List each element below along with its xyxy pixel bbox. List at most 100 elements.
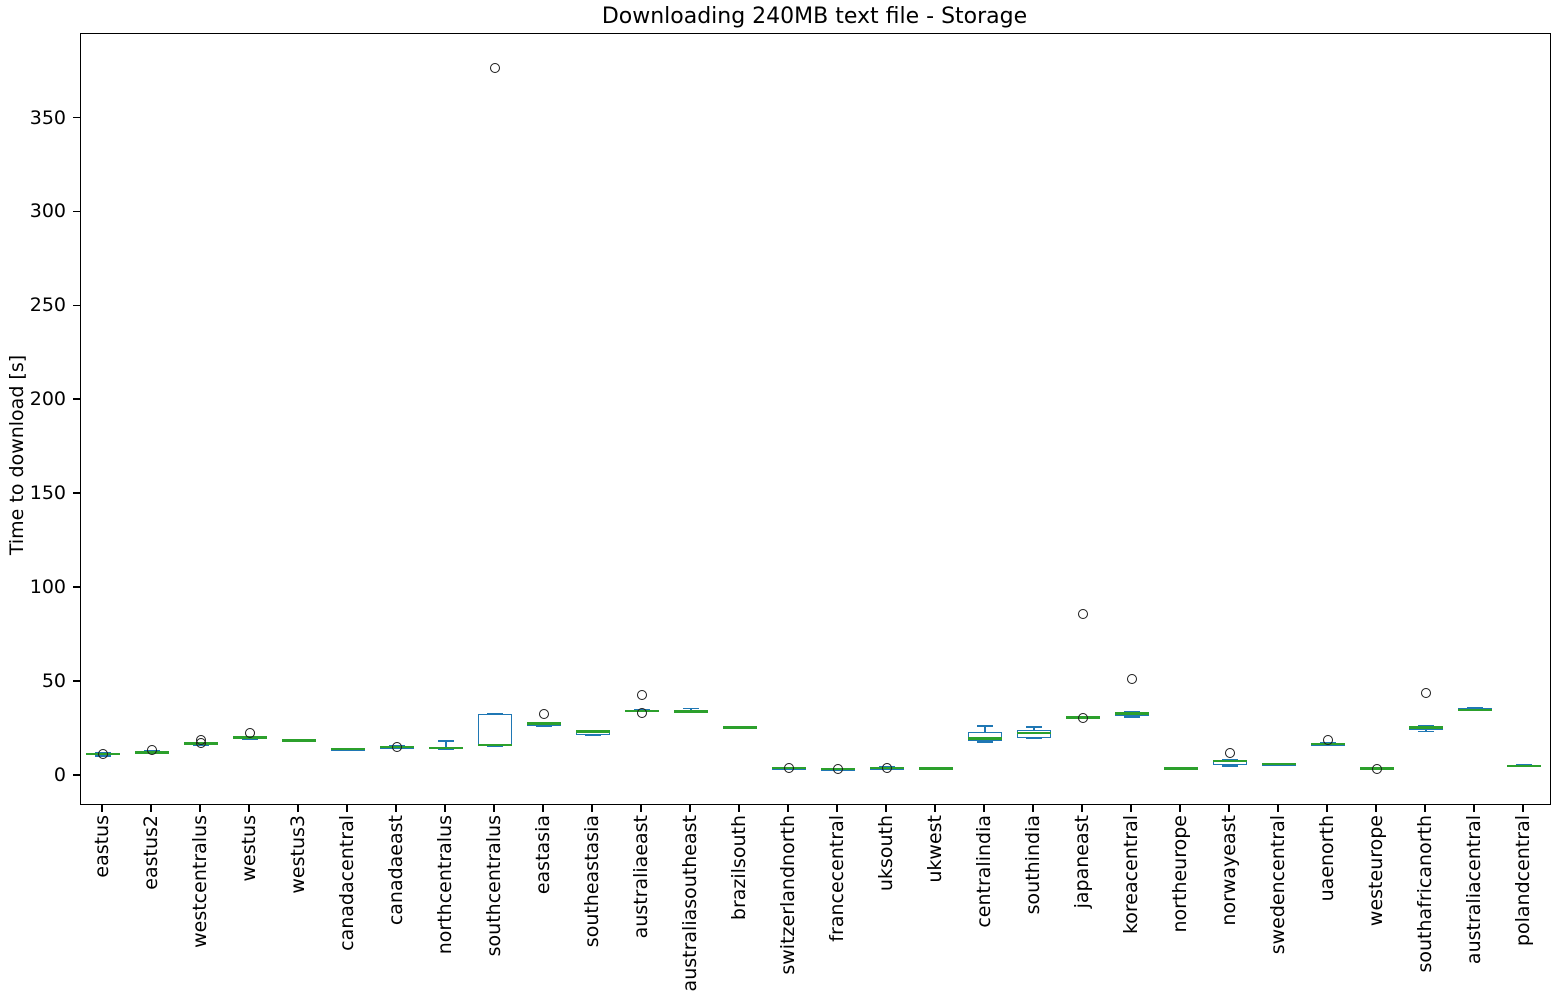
x-tick-mark <box>689 804 691 812</box>
median-line <box>576 730 610 733</box>
outlier-marker <box>490 62 500 73</box>
x-tick-mark <box>787 804 789 812</box>
median-line <box>1213 759 1247 763</box>
x-tick-mark <box>395 804 397 812</box>
x-tick-mark <box>885 804 887 812</box>
outlier-marker <box>1225 748 1235 759</box>
y-tick-mark <box>73 210 80 213</box>
x-tick-mark <box>101 804 103 812</box>
x-tick-label: uksouth <box>875 815 897 892</box>
median-line <box>1507 764 1541 768</box>
whisker-cap-upper <box>487 713 503 715</box>
whisker-upper <box>1033 726 1035 731</box>
x-tick-label: francecentral <box>826 815 848 942</box>
y-tick-label: 150 <box>29 482 66 505</box>
box <box>478 714 512 746</box>
x-tick-label: northeurope <box>1169 815 1191 933</box>
x-tick-label: norwayeast <box>1218 815 1240 926</box>
x-tick-mark <box>1375 804 1377 812</box>
x-tick-mark <box>738 804 740 812</box>
x-tick-mark <box>1130 804 1132 812</box>
median-line <box>674 710 708 713</box>
x-tick-mark <box>1228 804 1230 812</box>
x-tick-label: westus3 <box>287 815 309 894</box>
median-line <box>429 746 463 750</box>
x-tick-mark <box>444 804 446 812</box>
outlier-marker <box>637 707 647 718</box>
whisker-cap-lower <box>1124 716 1140 718</box>
median-line <box>282 739 316 742</box>
x-tick-mark <box>1179 804 1181 812</box>
x-tick-label: eastasia <box>532 815 554 895</box>
median-line <box>1458 708 1492 712</box>
x-tick-mark <box>591 804 593 812</box>
x-tick-mark <box>297 804 299 812</box>
whisker-cap-upper <box>438 740 454 742</box>
whisker-cap-upper <box>683 707 699 710</box>
x-tick-mark <box>1081 804 1083 812</box>
whisker-cap-upper <box>1026 726 1042 728</box>
outlier-marker <box>196 735 206 746</box>
y-tick-mark <box>73 398 80 400</box>
x-tick-label: koreacentral <box>1120 815 1142 935</box>
y-tick-mark <box>73 304 80 307</box>
x-tick-label: westeurope <box>1365 815 1387 927</box>
y-tick-label: 50 <box>41 669 66 692</box>
outlier-marker <box>392 741 402 752</box>
x-tick-mark <box>542 804 544 812</box>
x-tick-mark <box>934 804 936 812</box>
x-tick-mark <box>346 804 348 812</box>
x-tick-mark <box>983 804 985 812</box>
x-tick-label: eastus2 <box>140 815 162 890</box>
whisker-cap-lower <box>1418 730 1434 733</box>
y-axis-label: Time to download [s] <box>6 354 28 556</box>
x-tick-label: australiasoutheast <box>679 815 701 991</box>
x-tick-mark <box>836 804 838 812</box>
outlier-marker <box>98 749 108 760</box>
x-tick-label: australiacentral <box>1463 815 1485 965</box>
y-tick-mark <box>73 492 80 494</box>
outlier-marker <box>882 762 892 773</box>
outlier-marker <box>1127 674 1137 685</box>
y-tick-label: 200 <box>29 388 66 411</box>
whisker-cap-lower <box>585 734 601 737</box>
x-tick-label: polandcentral <box>1512 815 1534 947</box>
x-tick-label: ukwest <box>924 815 946 883</box>
y-tick-mark <box>73 680 80 682</box>
x-tick-label: swedencentral <box>1267 815 1289 955</box>
x-tick-label: westcentralus <box>189 815 211 948</box>
chart-title: Downloading 240MB text file - Storage <box>601 4 1028 29</box>
median-line <box>233 736 267 739</box>
y-tick-label: 0 <box>53 763 66 786</box>
y-tick-label: 350 <box>29 106 66 129</box>
whisker-cap-upper <box>1222 758 1238 761</box>
x-tick-label: switzerlandnorth <box>777 815 799 975</box>
outlier-marker <box>1421 688 1431 699</box>
outlier-marker <box>245 727 255 738</box>
x-tick-label: canadaeast <box>385 815 407 926</box>
box <box>968 732 1002 742</box>
x-tick-label: uaenorth <box>1316 815 1338 902</box>
outlier-marker <box>1372 763 1382 774</box>
x-tick-label: australiaeast <box>630 815 652 939</box>
plot-area <box>80 33 1551 805</box>
y-tick-mark <box>73 116 80 119</box>
median-line <box>1115 712 1149 715</box>
x-tick-mark <box>1277 804 1279 812</box>
y-tick-label: 250 <box>29 294 66 317</box>
x-tick-mark <box>1326 804 1328 812</box>
outlier-marker <box>1323 734 1333 745</box>
x-tick-mark <box>1473 804 1475 812</box>
median-line <box>331 747 365 751</box>
x-tick-label: southafricanorth <box>1414 815 1436 973</box>
median-line <box>478 743 512 747</box>
x-tick-mark <box>1522 804 1524 812</box>
x-tick-label: japaneast <box>1071 815 1093 909</box>
x-tick-label: brazilsouth <box>728 815 750 921</box>
whisker-upper <box>984 725 986 733</box>
whisker-cap-lower <box>977 741 993 743</box>
x-tick-label: centralindia <box>973 815 995 928</box>
whisker-cap-upper <box>1467 706 1483 709</box>
x-tick-label: eastus <box>91 815 113 878</box>
